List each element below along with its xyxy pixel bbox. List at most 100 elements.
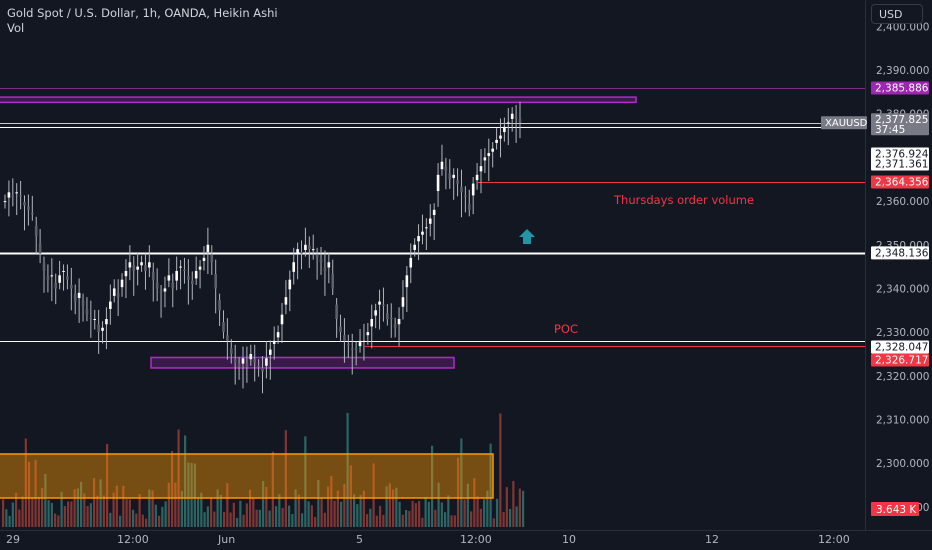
volume-cluster-zone[interactable] (0, 453, 494, 499)
volume-bar (193, 463, 196, 527)
volume-bar (184, 435, 187, 527)
candle-body (479, 166, 483, 172)
volume-bar (356, 504, 359, 527)
volume-bar (349, 465, 352, 527)
candle-body (304, 244, 307, 250)
volume-bar (476, 496, 479, 527)
candle-body (261, 367, 264, 372)
level-price-label[interactable] (871, 81, 929, 95)
price-tick-label: 2,400.000 (876, 21, 929, 33)
candle-body (93, 319, 97, 321)
price-tick-label: 2,330.000 (876, 327, 929, 339)
volume-value-text: 3.643 K (876, 504, 917, 516)
candle-body (19, 195, 22, 197)
candle-body (27, 206, 30, 210)
candle-body (11, 195, 15, 197)
volume-bar (424, 497, 427, 527)
volume-bar (421, 517, 424, 527)
level-price-label[interactable] (871, 175, 929, 189)
candle-body (331, 274, 335, 289)
volume-bar (106, 444, 109, 527)
volume-bar (86, 506, 89, 527)
candle-body (38, 243, 42, 254)
volume-bar (138, 494, 141, 527)
candle-body (397, 319, 401, 325)
lower-support-zone[interactable] (150, 356, 455, 369)
volume-bar (372, 463, 375, 527)
candle-body (218, 300, 221, 311)
level-price-label[interactable] (871, 353, 929, 367)
level-price-label[interactable] (871, 157, 929, 171)
volume-bar (307, 501, 310, 527)
volume-bar (200, 492, 203, 527)
candle-body (245, 363, 249, 368)
level-price-label[interactable] (871, 113, 929, 136)
upper-resistance-zone[interactable] (0, 96, 637, 104)
candle-body (3, 201, 7, 203)
price-tick-label: 2,340.000 (876, 283, 929, 295)
volume-bar (460, 438, 463, 527)
symbol-price-tag[interactable] (821, 116, 867, 130)
volume-bar (379, 505, 382, 527)
level-price-text: 2,348.136 (875, 247, 929, 259)
candle-body (46, 276, 50, 280)
candle-body (241, 358, 245, 364)
volume-bar (340, 501, 343, 527)
volume-bar (249, 489, 252, 527)
candle-body (425, 227, 428, 229)
level-price-text: 2,371.361 (875, 159, 928, 171)
volume-bar (93, 477, 96, 527)
volume-bar (41, 488, 44, 527)
candle-body (159, 291, 163, 293)
volume-bar (21, 496, 24, 527)
volume-bar (314, 516, 317, 527)
volume-bar (158, 515, 161, 527)
poc-annotation[interactable]: POC (554, 322, 578, 336)
level-price-label[interactable] (871, 147, 929, 161)
time-tick-label: 12:00 (818, 533, 850, 546)
volume-bar (278, 494, 281, 527)
candle-body (475, 174, 479, 181)
level-price-text: 2,377.825 (875, 114, 928, 126)
volume-bar (67, 501, 70, 527)
candle-body (112, 288, 116, 296)
up-arrow-marker[interactable] (519, 229, 535, 244)
volume-bar (70, 501, 73, 527)
level-price-label[interactable] (871, 340, 929, 354)
volume-bar (281, 507, 284, 527)
candle-body (428, 218, 432, 224)
time-tick-label: 5 (356, 533, 363, 546)
volume-bar (8, 515, 11, 527)
volume-bar (502, 511, 505, 527)
currency-button[interactable]: USD (871, 4, 923, 24)
bar-countdown: 37:45 (875, 124, 905, 136)
volume-bar (37, 497, 40, 527)
candle-body (456, 180, 459, 184)
volume-bar (2, 499, 5, 527)
volume-bar (245, 503, 248, 527)
volume-bar (509, 509, 512, 527)
candle-body (448, 173, 452, 180)
candle-body (483, 157, 487, 161)
volume-value-label[interactable] (871, 502, 919, 516)
volume-indicator-label[interactable]: Vol (7, 21, 25, 35)
volume-bar (366, 514, 369, 527)
volume-bar (177, 429, 180, 527)
candle-body (374, 310, 377, 316)
candle-body (210, 254, 214, 263)
volume-bar (219, 495, 222, 527)
candle-body (214, 274, 217, 289)
thursday-order-volume-annotation[interactable]: Thursdays order volume (613, 193, 754, 207)
volume-bar (284, 430, 287, 527)
candle-body (81, 300, 85, 306)
candle-body (296, 249, 299, 255)
candle-body (421, 231, 424, 235)
candle-body (514, 116, 518, 119)
candle-body (58, 275, 61, 283)
candle-body (171, 282, 175, 289)
volume-bar (80, 481, 83, 527)
level-price-label[interactable] (871, 246, 929, 260)
volume-bar (203, 512, 206, 527)
volume-bar (343, 484, 346, 527)
